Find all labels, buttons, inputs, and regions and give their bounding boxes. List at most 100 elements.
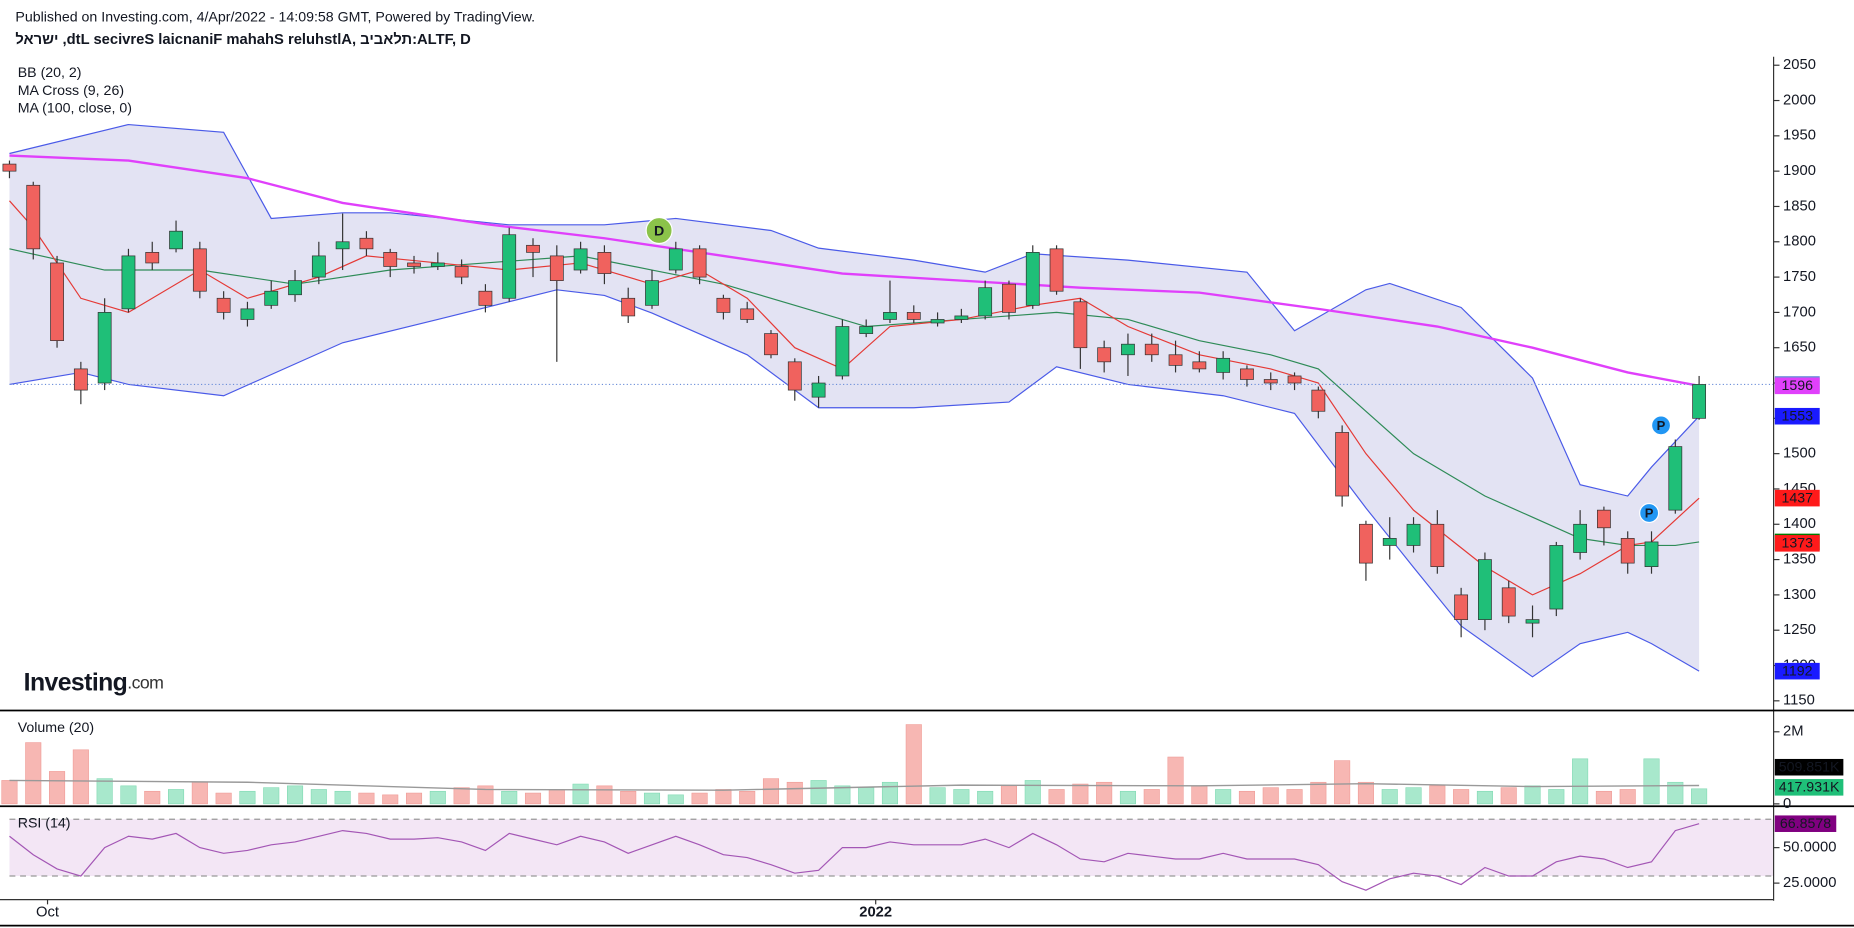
y-tick-label: 1850 [1783,198,1816,214]
volume-bar [1024,780,1041,805]
publish-title: Published on Investing.com, 4/Apr/2022 -… [15,9,535,25]
candle-body [288,280,302,296]
plot-layer: D P P [1,123,1774,891]
candle-body [1454,594,1469,620]
candle-body [1573,523,1588,553]
candle-body [50,262,64,342]
candle-body [192,248,207,292]
rsi-title: RSI (14) [18,816,71,832]
y-tick-label: 1400 [1783,516,1816,532]
candle-body [1620,538,1635,564]
volume-bar [810,780,827,805]
volume-bar [881,781,899,805]
candle-body [526,244,540,253]
volume-bar [1691,788,1708,805]
price-label: 1373 [1781,536,1813,552]
volume-bar [215,792,232,805]
volume-bar [1643,758,1660,805]
volume-bar [1286,789,1303,805]
indicator-label: MA Cross (9, 26) [18,83,124,99]
rsi-band [9,819,1774,877]
candle-body [597,252,612,274]
volume-bar [1262,787,1279,805]
candle-body [764,333,778,356]
volume-bar [691,792,708,805]
x-tick-label: 2022 [859,905,892,921]
candle-body [668,248,683,271]
volume-bar [596,785,613,805]
candle-body [1287,375,1302,384]
volume-bar [49,771,66,805]
volume-bar [1500,787,1517,805]
y-tick-label: 1500 [1783,446,1816,462]
candle-body [97,312,112,384]
candle-body [169,230,183,250]
y-tick-label: 1750 [1783,269,1816,285]
volume-bar [953,789,970,805]
volume-bar [905,724,922,805]
candle-body [1359,523,1373,564]
signal-marker-label: P [1657,418,1666,433]
candle-body [1501,587,1516,617]
signal-marker-label: D [654,223,664,239]
volume-bar [382,794,399,805]
candle-body [692,248,707,278]
candle-body [1382,538,1397,546]
volume-bar [929,787,946,805]
candle-body [1097,347,1112,363]
candle-body [145,252,160,264]
volume-bar [715,789,732,805]
volume-bar [1405,787,1422,805]
volume-bar [310,789,327,805]
candle-body [573,248,588,271]
volume-bar [1167,756,1184,805]
y-tick-label: 0 [1783,796,1791,812]
candle-body [1525,619,1540,624]
signal-marker [1639,502,1660,524]
candle-body [407,262,421,267]
volume-bar [1238,790,1255,805]
y-tick-label: 1900 [1783,163,1816,179]
candle-body [954,315,969,320]
y-tick-label: 1700 [1783,304,1816,320]
candle-body [859,326,874,334]
volume-bar [453,787,470,805]
symbol-title: ישראל ,dtL secivreS laicnaniF mahahS rel… [15,31,471,48]
candle-body [1430,523,1445,567]
x-tick-label: Oct [36,905,59,921]
candle-body [240,308,255,320]
volume-title: Volume (20) [18,720,94,736]
volume-bar [1595,790,1612,805]
volume-bar [643,792,661,805]
volume-bar [572,783,589,805]
ma-100 [9,154,1700,388]
candle-body [811,382,826,398]
y-tick-label: 2050 [1783,57,1816,73]
logo-suffix: .com [127,672,163,692]
volume-bar [477,785,494,805]
volume-bar [1048,789,1065,805]
volume-bar [1143,789,1160,805]
price-label: 1192 [1782,664,1813,680]
candle-body [359,237,374,250]
volume-bar [1096,781,1113,805]
candle-body [335,241,350,250]
candle-body [906,312,921,320]
candle-body [1049,248,1064,292]
volume-bar [405,792,423,805]
volume-bar [1119,790,1136,805]
volume-bar [1334,760,1351,805]
candle-body [502,234,517,299]
candle-body [1240,368,1254,380]
candle-body [1644,541,1659,567]
candle-body [1168,354,1183,366]
y-tick-label: 25.0000 [1783,875,1836,891]
price-label: 1553 [1781,409,1813,425]
candle-body [311,255,326,278]
volume-bar [1619,789,1636,805]
candle-body [430,262,445,267]
candle-body [1597,509,1611,529]
candle-body [621,297,636,317]
